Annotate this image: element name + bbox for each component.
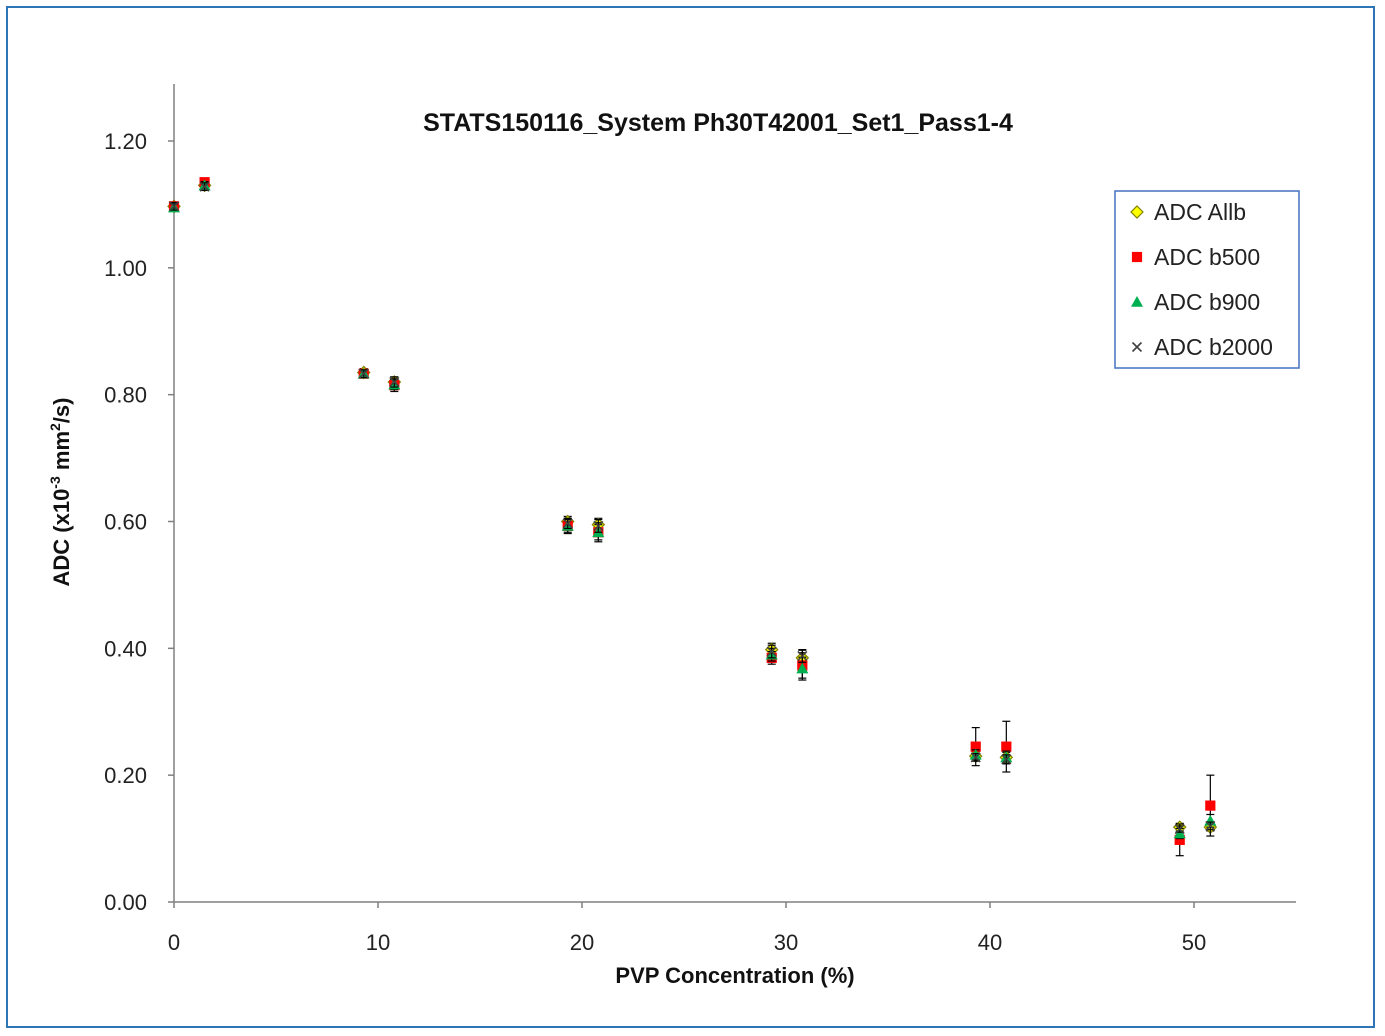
x-tick-label: 10 (366, 930, 390, 955)
series-adc-b900 (168, 179, 1217, 840)
data-point (1173, 827, 1186, 839)
data-point (199, 181, 210, 192)
x-tick-label: 20 (570, 930, 594, 955)
data-point (593, 520, 604, 532)
data-point (970, 752, 981, 763)
marker-stroke (1131, 341, 1143, 353)
axes (168, 84, 1296, 908)
y-tick-label: 0.80 (104, 383, 147, 408)
marker-stroke (797, 650, 808, 662)
marker-stroke (389, 376, 400, 388)
series-adc-b500 (168, 177, 1216, 857)
legend-box (1114, 190, 1300, 369)
x-tick-label: 50 (1182, 930, 1206, 955)
marker-stroke (562, 518, 573, 529)
data-point (1174, 824, 1185, 835)
y-axis-title: ADC (x10-3 mm2/s) (47, 398, 74, 587)
marker-stroke (1001, 754, 1012, 765)
series-adc-allb (167, 178, 1218, 835)
y-tick-label: 0.60 (104, 510, 147, 535)
marker-stroke (593, 520, 604, 532)
data-point (358, 368, 369, 379)
data-point (389, 376, 400, 388)
legend-marker (1131, 296, 1143, 307)
x-tick-labels: 0 10 20 30 40 50 (168, 930, 1206, 955)
y-axis-title-sup2: 2 (47, 423, 63, 431)
chart-frame (6, 6, 1375, 1028)
legend-label: ADC b2000 (1154, 334, 1273, 360)
y-tick-labels: 0.00 0.20 0.40 0.60 0.80 1.00 1.20 (104, 129, 147, 915)
x-axis-title: PVP Concentration (%) (615, 963, 854, 988)
marker-stroke (1174, 824, 1185, 835)
data-point (562, 518, 573, 529)
legend-marker (1130, 205, 1144, 219)
plot-area (167, 177, 1218, 857)
legend: ADC Allb ADC b500 ADC b900 ADC b2000 (1114, 190, 1300, 369)
data-point (1001, 741, 1012, 752)
marker-stroke (168, 201, 180, 212)
marker-stroke (358, 368, 369, 379)
y-axis-title-end: /s) (49, 398, 74, 424)
data-point (970, 741, 981, 752)
data-point (766, 646, 777, 657)
y-tick-label: 0.00 (104, 890, 147, 915)
data-point (796, 662, 809, 674)
legend-label: ADC Allb (1154, 199, 1246, 225)
data-point (1001, 754, 1012, 765)
x-tick-label: 40 (978, 930, 1002, 955)
legend-marker (1131, 341, 1143, 353)
x-tick-label: 0 (168, 930, 180, 955)
y-tick-label: 1.00 (104, 256, 147, 281)
x-tick-label: 30 (774, 930, 798, 955)
chart-title: STATS150116_System Ph30T42001_Set1_Pass1… (423, 109, 1013, 137)
data-point (797, 650, 808, 662)
marker-stroke (1205, 820, 1216, 831)
y-tick-label: 0.20 (104, 763, 147, 788)
data-point (1205, 820, 1216, 831)
data-point (1174, 834, 1185, 845)
y-axis-title-main: ADC (x10 (49, 489, 74, 587)
series-adc-b2000 (168, 181, 1216, 835)
y-tick-label: 1.20 (104, 129, 147, 154)
y-axis-title-mid: mm (49, 431, 74, 476)
marker-stroke (970, 752, 981, 763)
legend-label: ADC b500 (1154, 244, 1260, 270)
y-tick-label: 0.40 (104, 636, 147, 661)
data-point (1205, 800, 1216, 811)
legend-label: ADC b900 (1154, 289, 1260, 315)
legend-marker (1131, 251, 1143, 263)
y-axis-title-sup: -3 (47, 476, 63, 489)
marker-stroke (766, 646, 777, 657)
marker-stroke (199, 181, 210, 192)
data-point (168, 201, 180, 212)
